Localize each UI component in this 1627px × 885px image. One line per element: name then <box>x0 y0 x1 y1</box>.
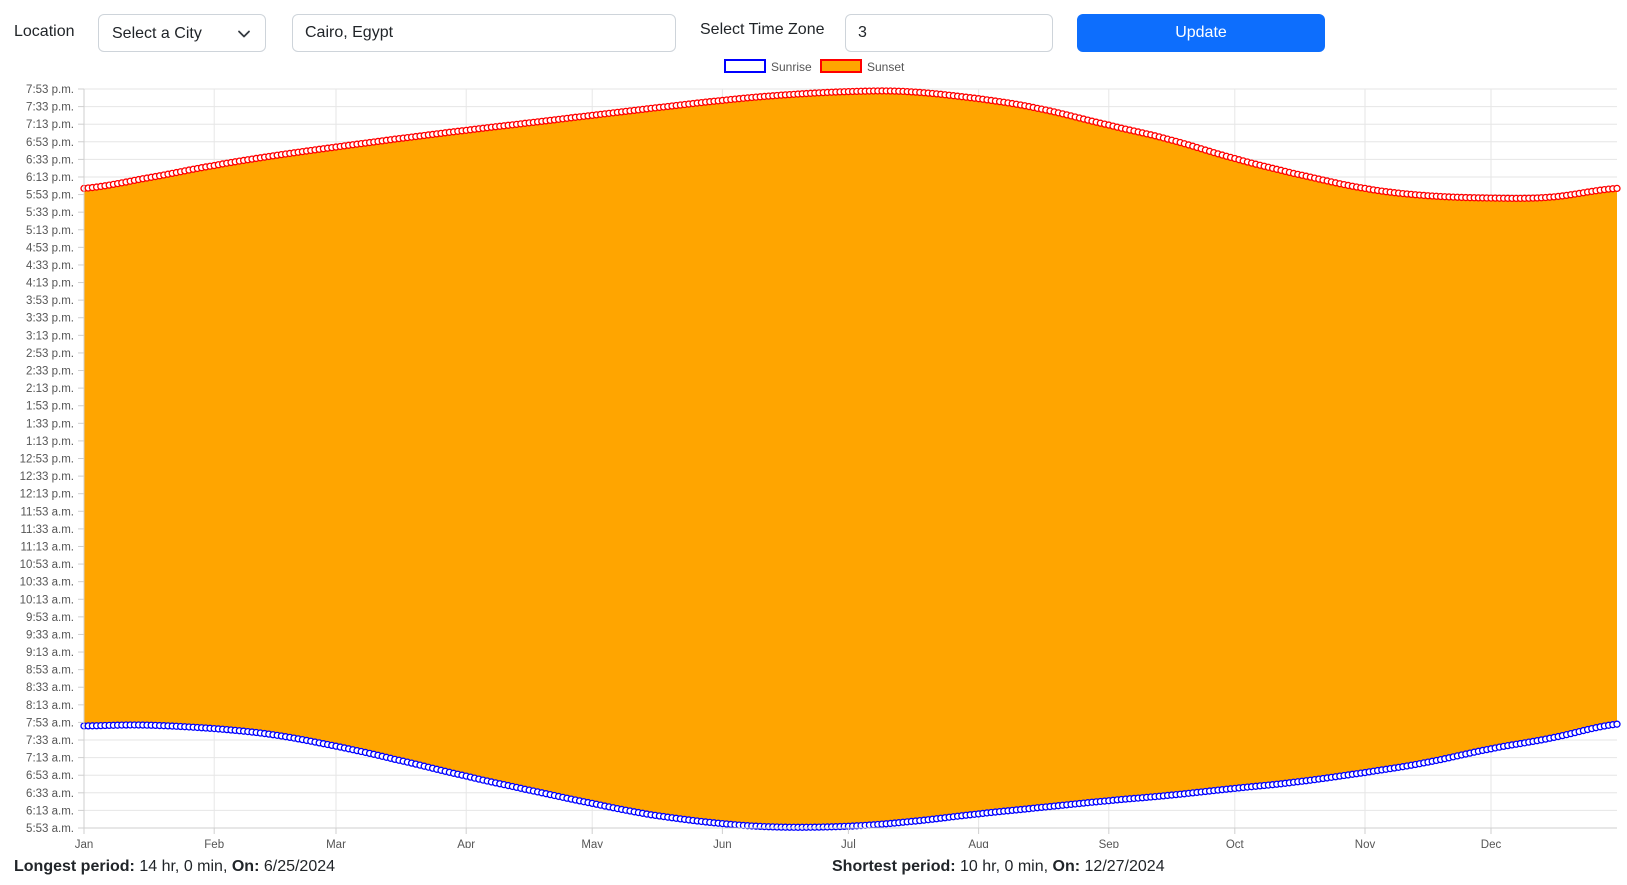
shortest-date: 12/27/2024 <box>1084 858 1165 875</box>
y-tick-label: 6:53 a.m. <box>26 770 74 782</box>
legend-swatch-sunset <box>820 59 862 73</box>
y-tick-label: 11:33 a.m. <box>21 524 75 536</box>
y-tick-label: 7:53 p.m. <box>26 84 74 96</box>
y-tick-label: 2:53 p.m. <box>26 348 74 360</box>
legend-label-sunset: Sunset <box>867 60 905 74</box>
legend-swatch-sunrise <box>724 59 766 73</box>
y-tick-label: 5:53 p.m. <box>26 190 74 202</box>
legend[interactable]: Sunrise Sunset <box>724 59 905 74</box>
sunrise-sunset-chart: 5:53 a.m. 6:13 a.m. 6:33 a.m. 6:53 a.m. 7:13… <box>20 59 1621 848</box>
sunset-point <box>1613 184 1621 193</box>
x-tick-label: Oct <box>1226 839 1245 848</box>
y-tick-label: 7:53 a.m. <box>26 717 74 729</box>
x-tick-label: Apr <box>457 839 475 848</box>
city-select-value: Select a City <box>112 25 202 42</box>
y-tick-label: 7:13 a.m. <box>26 753 74 765</box>
y-tick-label: 8:13 a.m. <box>26 700 74 712</box>
y-tick-label: 4:33 p.m. <box>26 260 74 272</box>
daylight-area <box>84 90 1617 828</box>
sunset-fill-area <box>84 90 1617 828</box>
x-tick-label: Nov <box>1355 839 1376 848</box>
y-tick-label: 7:13 p.m. <box>26 119 74 131</box>
y-tick-label: 2:13 p.m. <box>26 383 74 395</box>
x-tick-label: Jul <box>841 839 856 848</box>
y-tick-label: 10:33 a.m. <box>20 577 74 589</box>
y-tick-label: 10:53 a.m. <box>20 559 74 571</box>
toolbar: Location Select a City Select Time Zone … <box>0 0 1627 60</box>
city-select[interactable]: Select a City <box>98 14 266 52</box>
y-tick-label: 7:33 p.m. <box>26 102 74 114</box>
y-tick-label: 11:13 a.m. <box>21 541 75 553</box>
y-tick-label: 12:13 p.m. <box>20 489 74 501</box>
location-label: Location <box>14 23 75 40</box>
timezone-label: Select Time Zone <box>700 21 825 38</box>
y-tick-label: 9:33 a.m. <box>26 629 74 641</box>
shortest-period: Shortest period: 10 hr, 0 min, On: 12/27… <box>832 858 1165 876</box>
location-input[interactable] <box>292 14 676 52</box>
y-tick-label: 1:13 p.m. <box>26 436 74 448</box>
y-tick-label: 7:33 a.m. <box>26 735 74 747</box>
longest-period-label: Longest period: <box>14 858 135 875</box>
y-tick-label: 11:53 a.m. <box>21 506 75 518</box>
x-tick-label: May <box>581 839 603 848</box>
axes: 5:53 a.m. 6:13 a.m. 6:33 a.m. 6:53 a.m. 7:13… <box>20 84 1617 848</box>
longest-date: 6/25/2024 <box>263 858 336 875</box>
y-tick-label: 4:13 p.m. <box>26 278 74 290</box>
y-tick-label: 1:53 p.m. <box>26 401 74 413</box>
y-tick-label: 8:33 a.m. <box>26 682 74 694</box>
y-tick-label: 5:53 a.m. <box>26 823 74 835</box>
y-tick-label: 6:13 p.m. <box>26 172 74 184</box>
shortest-period-value: 10 hr, 0 min, <box>960 858 1049 875</box>
longest-on-label: On: <box>231 858 260 875</box>
legend-item-sunrise[interactable]: Sunrise <box>724 59 812 74</box>
y-tick-label: 9:53 a.m. <box>26 612 74 624</box>
y-tick-label: 1:33 p.m. <box>26 418 74 430</box>
y-tick-label: 3:53 p.m. <box>26 295 74 307</box>
y-tick-label: 6:53 p.m. <box>26 137 74 149</box>
sunrise-point <box>1613 720 1621 728</box>
series-points <box>80 87 1621 831</box>
x-tick-label: Mar <box>326 839 346 848</box>
x-tick-label: Dec <box>1481 839 1502 848</box>
y-tick-label: 5:13 p.m. <box>26 225 74 237</box>
shortest-period-label: Shortest period: <box>832 858 956 875</box>
y-tick-label: 2:33 p.m. <box>26 366 74 378</box>
update-button[interactable]: Update <box>1077 14 1325 52</box>
x-tick-label: Jun <box>713 839 732 848</box>
y-tick-label: 3:13 p.m. <box>26 330 74 342</box>
x-tick-label: Jan <box>75 839 94 848</box>
shortest-on-label: On: <box>1052 858 1081 875</box>
longest-period: Longest period: 14 hr, 0 min, On: 6/25/2… <box>14 858 335 876</box>
y-tick-label: 9:13 a.m. <box>26 647 74 659</box>
y-tick-label: 3:33 p.m. <box>26 313 74 325</box>
y-tick-label: 10:13 a.m. <box>20 594 74 606</box>
longest-period-value: 14 hr, 0 min, <box>139 858 228 875</box>
y-tick-label: 5:33 p.m. <box>26 207 74 219</box>
y-tick-label: 12:33 p.m. <box>20 471 74 483</box>
legend-item-sunset[interactable]: Sunset <box>820 59 905 74</box>
y-tick-label: 6:33 p.m. <box>26 154 74 166</box>
x-tick-label: Feb <box>204 839 224 848</box>
y-tick-label: 8:53 a.m. <box>26 665 74 677</box>
x-tick-label: Aug <box>968 839 988 848</box>
x-tick-label: Sep <box>1099 839 1119 848</box>
y-tick-label: 12:53 p.m. <box>20 454 74 466</box>
timezone-input[interactable] <box>845 14 1053 52</box>
chevron-down-icon <box>238 30 250 38</box>
y-tick-label: 6:33 a.m. <box>26 788 74 800</box>
y-tick-label: 6:13 a.m. <box>26 805 74 817</box>
y-tick-label: 4:53 p.m. <box>26 242 74 254</box>
legend-label-sunrise: Sunrise <box>771 60 812 74</box>
